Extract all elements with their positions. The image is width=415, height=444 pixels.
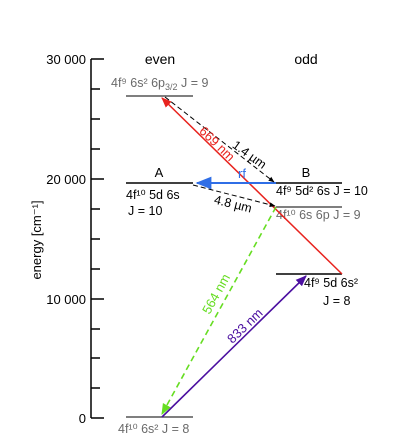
y-tick-label-20000: 20 000 — [46, 172, 86, 187]
column-header-even: even — [145, 51, 175, 67]
y-tick-label-10000: 10 000 — [46, 292, 86, 307]
level-label-b: 4f⁹ 5d² 6s J = 10 — [276, 184, 368, 198]
level-label-odd-low-j: J = 8 — [323, 294, 350, 308]
transition-purple-833nm — [161, 275, 307, 418]
level-label-a-config: 4f¹⁰ 5d 6s — [126, 188, 180, 202]
level-label-a-j: J = 10 — [128, 204, 162, 218]
level-letter-b: B — [302, 165, 311, 180]
label-833nm: 833 nm — [224, 305, 266, 346]
transition-dashed-1.4um — [164, 96, 275, 183]
transition-red-669nm — [161, 97, 343, 275]
label-564nm: 564 nm — [199, 271, 233, 316]
label-4.8um: 4.8 µm — [213, 193, 254, 216]
y-axis-ticks — [91, 58, 104, 419]
label-669nm: 669 nm — [196, 123, 238, 164]
level-label-odd-low-config: 4f⁹ 5d 6s² — [304, 276, 358, 290]
level-label-odd-6p: 4f¹⁰ 6s 6p J = 9 — [276, 208, 361, 222]
column-header-odd: odd — [294, 51, 317, 67]
level-label-ground: 4f¹⁰ 6s² J = 8 — [118, 422, 189, 436]
y-tick-label-30000: 30 000 — [46, 52, 86, 67]
label-rf: rf — [238, 166, 246, 181]
level-letter-a: A — [155, 165, 164, 180]
level-label-top-even: 4f⁹ 6s² 6p3/2 J = 9 — [111, 76, 208, 92]
transition-dashed-4.8um — [192, 184, 276, 207]
y-tick-label-0: 0 — [79, 411, 86, 426]
y-axis-label: energy [cm⁻¹] — [29, 200, 44, 279]
